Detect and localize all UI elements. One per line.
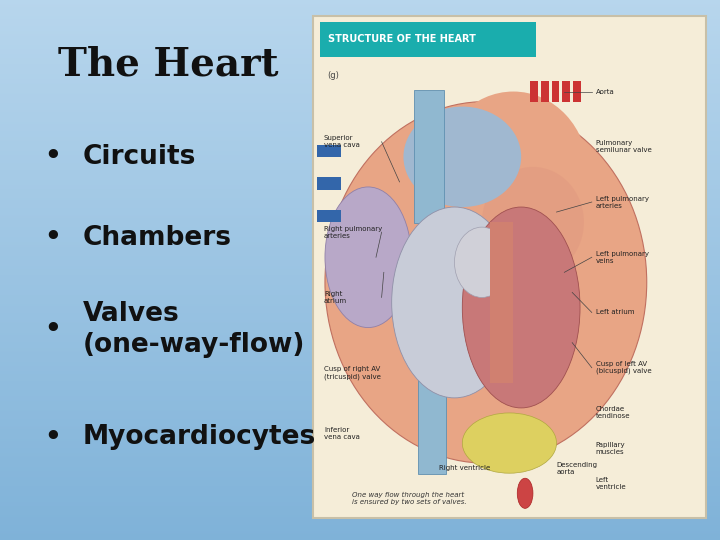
Text: •: • — [43, 314, 62, 345]
Text: •: • — [43, 141, 62, 172]
Text: STRUCTURE OF THE HEART: STRUCTURE OF THE HEART — [328, 34, 475, 44]
Text: Left pulmonary
arteries: Left pulmonary arteries — [595, 195, 649, 208]
FancyBboxPatch shape — [317, 177, 341, 190]
Text: Chordae
tendinose: Chordae tendinose — [595, 407, 630, 420]
Text: Left
ventricle: Left ventricle — [595, 477, 626, 490]
Text: Cusp of left AV
(bicuspid) valve: Cusp of left AV (bicuspid) valve — [595, 361, 652, 375]
Text: Right
atrium: Right atrium — [324, 291, 347, 304]
Ellipse shape — [517, 478, 533, 508]
Text: Superior
vena cava: Superior vena cava — [324, 135, 360, 148]
Text: Inferior
vena cava: Inferior vena cava — [324, 427, 360, 440]
Text: Left atrium: Left atrium — [595, 309, 634, 315]
Ellipse shape — [462, 207, 580, 408]
Ellipse shape — [325, 102, 647, 463]
Text: Chambers: Chambers — [83, 225, 232, 251]
FancyBboxPatch shape — [530, 82, 538, 102]
FancyBboxPatch shape — [414, 90, 444, 223]
FancyBboxPatch shape — [573, 82, 581, 102]
FancyBboxPatch shape — [317, 145, 341, 157]
Text: Aorta: Aorta — [595, 89, 614, 94]
Ellipse shape — [438, 91, 588, 252]
FancyBboxPatch shape — [562, 82, 570, 102]
Text: Right ventricle: Right ventricle — [438, 465, 490, 471]
FancyBboxPatch shape — [418, 362, 446, 474]
FancyBboxPatch shape — [320, 22, 536, 57]
FancyBboxPatch shape — [490, 222, 513, 383]
Text: •: • — [43, 222, 62, 253]
FancyBboxPatch shape — [317, 210, 341, 222]
Text: Circuits: Circuits — [83, 144, 196, 170]
Text: The Heart: The Heart — [58, 46, 278, 84]
Ellipse shape — [325, 187, 411, 328]
Ellipse shape — [482, 167, 584, 278]
FancyBboxPatch shape — [313, 16, 706, 518]
Text: •: • — [43, 422, 62, 453]
FancyBboxPatch shape — [541, 82, 549, 102]
Text: Descending
aorta: Descending aorta — [557, 462, 598, 475]
FancyBboxPatch shape — [552, 82, 559, 102]
Ellipse shape — [462, 413, 557, 473]
Ellipse shape — [454, 227, 510, 298]
Text: One way flow through the heart
is ensured by two sets of valves.: One way flow through the heart is ensure… — [353, 491, 467, 505]
Text: Left pulmonary
veins: Left pulmonary veins — [595, 251, 649, 264]
Text: (g): (g) — [328, 71, 339, 80]
Text: Papillary
muscles: Papillary muscles — [595, 442, 626, 455]
Text: Cusp of right AV
(tricuspid) valve: Cusp of right AV (tricuspid) valve — [324, 366, 381, 380]
Text: Pulmonary
semilunar valve: Pulmonary semilunar valve — [595, 140, 652, 153]
Ellipse shape — [403, 106, 521, 207]
Ellipse shape — [392, 207, 517, 398]
Text: Right pulmonary
arteries: Right pulmonary arteries — [324, 226, 382, 239]
Text: Valves
(one-way-flow): Valves (one-way-flow) — [83, 301, 305, 358]
Text: Myocardiocytes: Myocardiocytes — [83, 424, 316, 450]
